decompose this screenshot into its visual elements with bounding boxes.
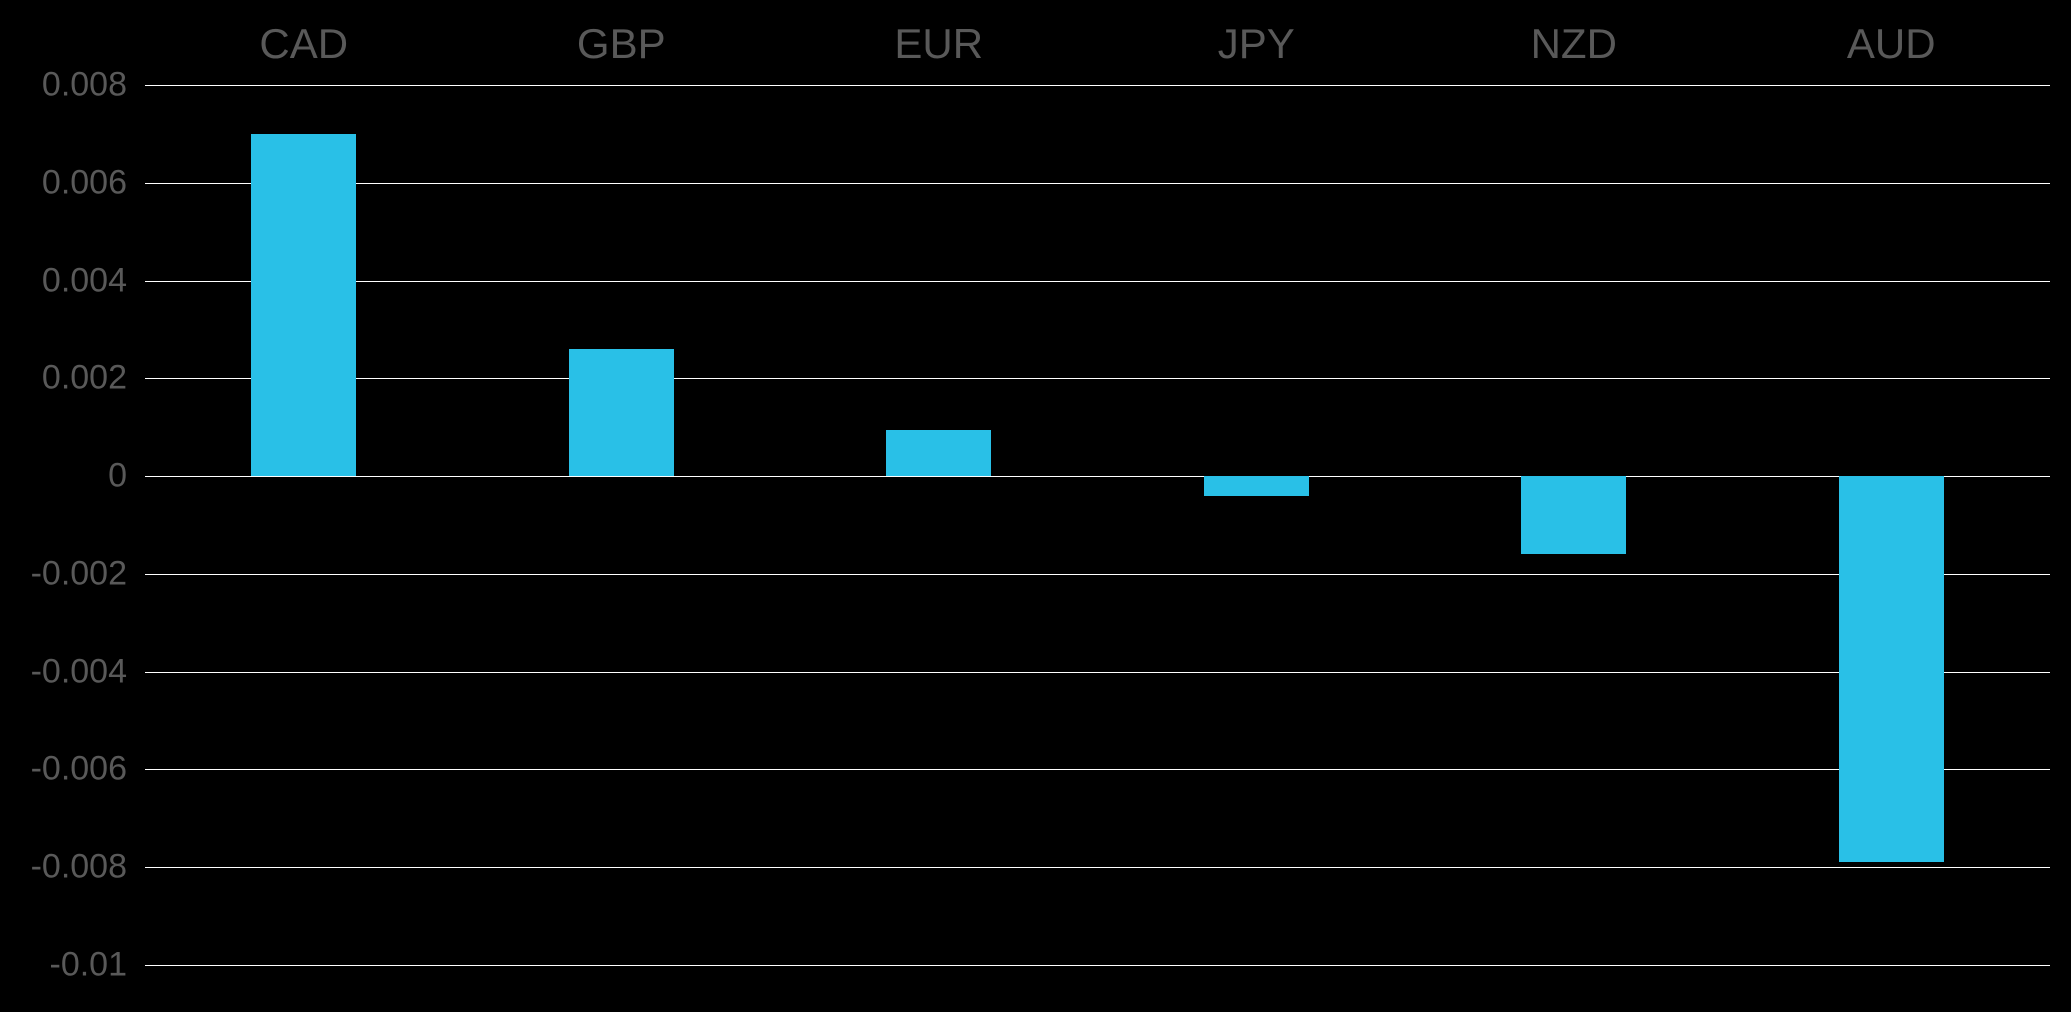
currency-bar-chart: 0.008 0.006 0.004 0.002 0 -0.002 -0.004 -0.006 -… — [0, 0, 2071, 1012]
y-axis-tick-label: -0.01 — [50, 946, 146, 985]
bar — [251, 134, 356, 476]
gridline — [145, 183, 2050, 184]
gridline — [145, 769, 2050, 770]
bar — [569, 349, 674, 476]
gridline — [145, 574, 2050, 575]
y-axis-tick-label: 0.006 — [42, 163, 145, 202]
y-axis-tick-label: 0.008 — [42, 66, 145, 105]
y-axis-tick-label: -0.002 — [31, 554, 145, 593]
y-axis-tick-label: 0 — [108, 457, 145, 496]
gridline — [145, 476, 2050, 477]
y-axis-tick-label: -0.004 — [31, 652, 145, 691]
gridline — [145, 672, 2050, 673]
bar — [1521, 476, 1626, 554]
gridline — [145, 965, 2050, 966]
category-label: CAD — [259, 20, 348, 68]
category-label: GBP — [577, 20, 666, 68]
gridline — [145, 867, 2050, 868]
plot-area: 0.0080.0060.0040.0020-0.002-0.004-0.006-… — [145, 85, 2050, 965]
gridline — [145, 85, 2050, 86]
gridline — [145, 378, 2050, 379]
bar — [1839, 476, 1944, 862]
category-label: AUD — [1847, 20, 1936, 68]
category-label: EUR — [894, 20, 983, 68]
gridline — [145, 281, 2050, 282]
y-axis-tick-label: -0.008 — [31, 848, 145, 887]
y-axis-tick-label: 0.004 — [42, 261, 145, 300]
bar — [1204, 476, 1309, 496]
category-label: NZD — [1531, 20, 1617, 68]
bar — [886, 430, 991, 476]
y-axis-tick-label: -0.006 — [31, 750, 145, 789]
y-axis-tick-label: 0.002 — [42, 359, 145, 398]
category-label: JPY — [1218, 20, 1295, 68]
